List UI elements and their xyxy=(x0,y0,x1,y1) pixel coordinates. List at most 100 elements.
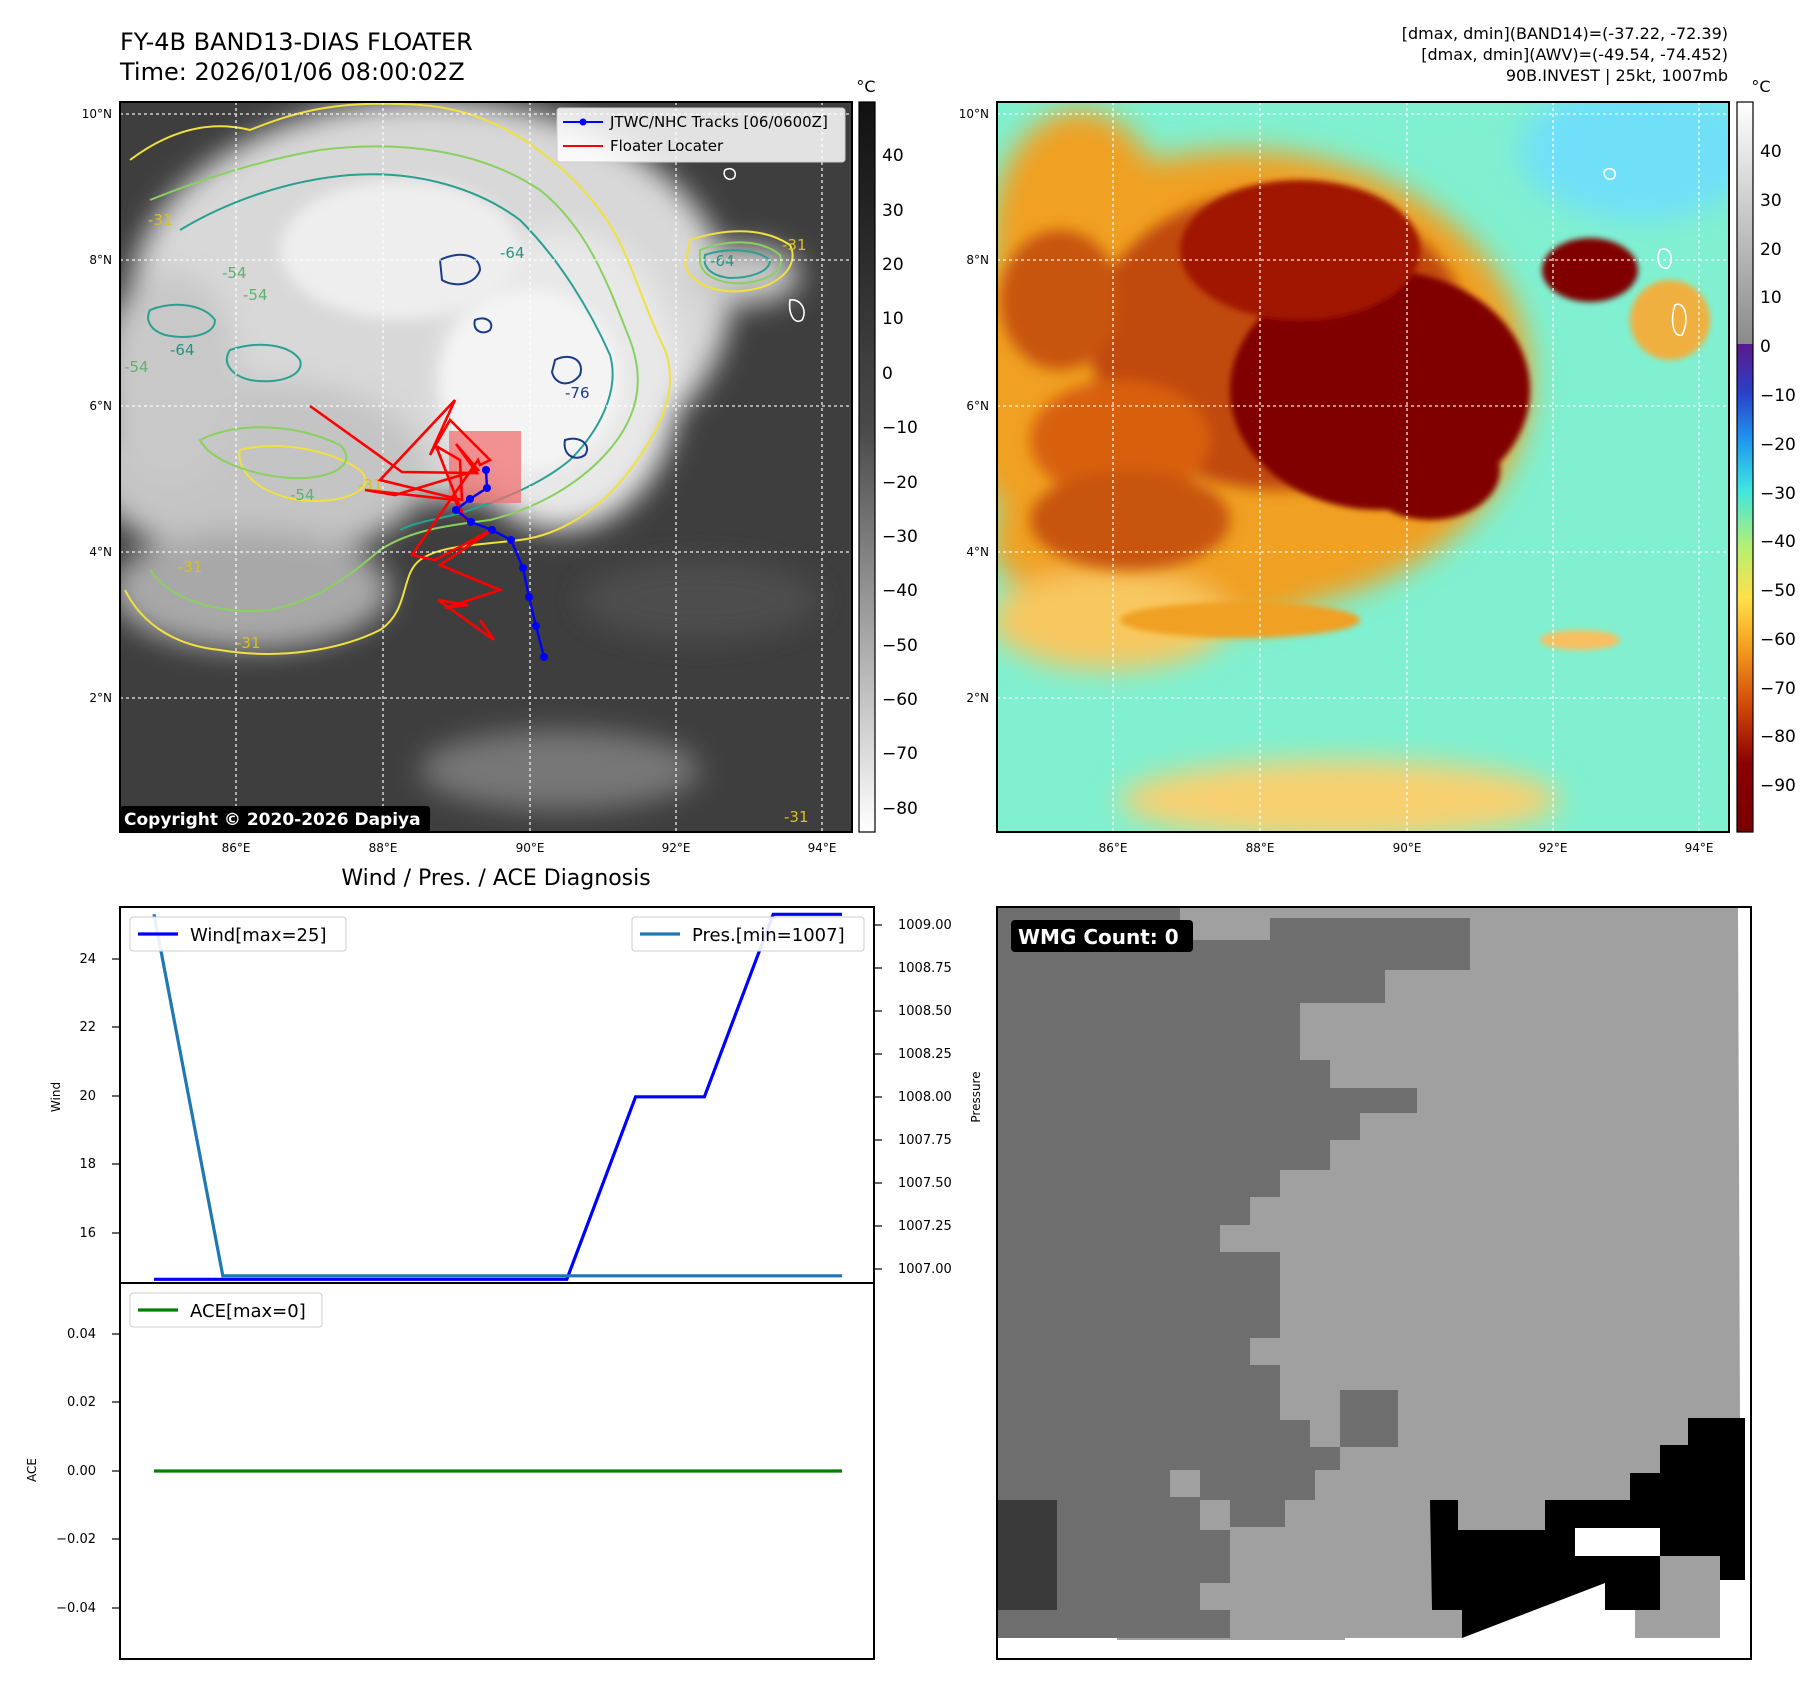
pressure-axis-label: Pressure xyxy=(969,1071,983,1122)
ace-tick: 0.00 xyxy=(67,1464,96,1479)
colorbar-tick: 30 xyxy=(1760,191,1782,211)
lon-tick: 92°E xyxy=(662,841,691,855)
pressure-tick: 1007.00 xyxy=(898,1262,952,1277)
colorbar-tick: −20 xyxy=(882,473,918,493)
lon-tick: 86°E xyxy=(1099,841,1128,855)
lon-tick: 88°E xyxy=(1246,841,1275,855)
dmax-awv: [dmax, dmin](AWV)=(-49.54, -74.452) xyxy=(1421,45,1728,64)
copyright: Copyright © 2020-2026 Dapiya xyxy=(124,810,421,830)
jtwc-track-points xyxy=(452,466,548,661)
pressure-tick: 1009.00 xyxy=(898,918,952,933)
lat-tick: 10°N xyxy=(959,107,989,121)
colorbar-tick: −40 xyxy=(882,581,918,601)
lon-tick: 90°E xyxy=(516,841,545,855)
wind-tick: 22 xyxy=(79,1020,96,1035)
pressure-tick: 1007.75 xyxy=(898,1133,952,1148)
contour-label: -76 xyxy=(565,384,590,402)
contour-label: -54 xyxy=(290,486,315,504)
lon-tick: 94°E xyxy=(1685,841,1714,855)
pressure-tick: 1008.25 xyxy=(898,1047,952,1062)
time-label: Time: 2026/01/06 08:00:02Z xyxy=(119,58,465,86)
pressure-tick: 1007.50 xyxy=(898,1176,952,1191)
ace-tick: 0.02 xyxy=(67,1395,96,1410)
colorbar-tick: −80 xyxy=(1760,727,1796,747)
colorbar-unit: °C xyxy=(1751,77,1770,96)
invest-info: 90B.INVEST | 25kt, 1007mb xyxy=(1506,66,1728,85)
band13-colorbar: °C 40 30 20 10 0 −10 −20 −30 −40 −50 −60… xyxy=(856,77,918,833)
wind-tick: 18 xyxy=(79,1157,96,1172)
colorbar-tick: 0 xyxy=(882,364,893,384)
contour-label: -31 xyxy=(236,634,261,652)
wind-axis-label: Wind xyxy=(49,1082,63,1112)
colorbar-tick: 20 xyxy=(882,255,904,275)
legend-tracks: JTWC/NHC Tracks [06/0600Z] xyxy=(609,113,828,131)
band13-map: -31 -54 -64 -54 -64 -54 -31 -76 -54 -31 … xyxy=(119,101,853,833)
colorbar-tick: −20 xyxy=(1760,435,1796,455)
colorbar-tick: −60 xyxy=(1760,630,1796,650)
wind-pressure-panel: Wind Pressure 24 22 20 18 16 1009.00 100… xyxy=(49,906,983,1284)
dmax-band14: [dmax, dmin](BAND14)=(-37.22, -72.39) xyxy=(1402,24,1728,43)
contour-label: -31 xyxy=(148,211,173,229)
pressure-tick: 1008.75 xyxy=(898,961,952,976)
colorbar-tick: 30 xyxy=(882,201,904,221)
contour-label: -64 xyxy=(710,252,735,270)
lat-tick: 6°N xyxy=(966,399,989,413)
diagnosis-title: Wind / Pres. / ACE Diagnosis xyxy=(341,866,650,891)
contour-label: -54 xyxy=(243,286,268,304)
lon-tick: 92°E xyxy=(1539,841,1568,855)
contour-label: -64 xyxy=(500,244,525,262)
colorbar-tick: 10 xyxy=(882,309,904,329)
ace-tick: 0.04 xyxy=(67,1327,96,1342)
lon-tick: 90°E xyxy=(1393,841,1422,855)
wind-tick: 16 xyxy=(79,1226,96,1241)
lat-tick: 2°N xyxy=(89,691,112,705)
wmg-white-region xyxy=(997,1528,1745,1659)
colorbar-tick: −30 xyxy=(882,527,918,547)
contour-label: -31 xyxy=(782,236,807,254)
contour-label: -54 xyxy=(124,358,149,376)
colorbar-tick: −30 xyxy=(1760,484,1796,504)
wmg-count-label: WMG Count: 0 xyxy=(1018,925,1179,949)
pressure-tick: 1008.00 xyxy=(898,1090,952,1105)
colorbar-tick: −70 xyxy=(882,744,918,764)
colorbar-unit: °C xyxy=(856,77,875,96)
lon-tick: 88°E xyxy=(369,841,398,855)
wind-legend-label: Wind[max=25] xyxy=(190,925,327,946)
pressure-series-line xyxy=(152,913,842,1278)
contour-warm xyxy=(723,167,805,322)
band13-legend: JTWC/NHC Tracks [06/0600Z] Floater Locat… xyxy=(556,107,846,163)
colorbar-tick: −90 xyxy=(1760,776,1796,796)
lat-tick: 8°N xyxy=(89,253,112,267)
floater-locater-track xyxy=(309,399,504,642)
contour-label: -31 xyxy=(784,808,809,826)
contour-label: -31 xyxy=(178,558,203,576)
pressure-tick: 1008.50 xyxy=(898,1004,952,1019)
colorbar-tick: −70 xyxy=(1760,679,1796,699)
wind-tick: 20 xyxy=(79,1089,96,1104)
pressure-legend: Pres.[min=1007] xyxy=(631,916,865,952)
lat-tick: 2°N xyxy=(966,691,989,705)
lat-tick: 6°N xyxy=(89,399,112,413)
ace-legend: ACE[max=0] xyxy=(129,1292,323,1328)
contour-54 xyxy=(149,145,782,612)
awv-colorbar: °C 40 30 20 10 0 −10 −20 −30 −40 −50 −60… xyxy=(1736,77,1796,833)
colorbar-tick: −10 xyxy=(882,418,918,438)
lon-tick: 94°E xyxy=(808,841,837,855)
colorbar-tick: 40 xyxy=(882,146,904,166)
lon-tick: 86°E xyxy=(222,841,251,855)
figure-title: FY-4B BAND13-DIAS FLOATER xyxy=(120,28,473,56)
contour-label: -54 xyxy=(222,264,247,282)
lat-tick: 10°N xyxy=(82,107,112,121)
wind-series-line xyxy=(154,912,842,1281)
colorbar-tick: −50 xyxy=(1760,581,1796,601)
contour-label: -31 xyxy=(358,476,383,494)
lat-tick: 8°N xyxy=(966,253,989,267)
wind-legend: Wind[max=25] xyxy=(129,916,347,952)
ace-legend-label: ACE[max=0] xyxy=(190,1301,306,1322)
ace-tick: −0.04 xyxy=(56,1601,96,1616)
lat-tick: 4°N xyxy=(89,545,112,559)
colorbar-tick: −10 xyxy=(1760,386,1796,406)
wmg-panel: WMG Count: 0 xyxy=(996,906,1752,1660)
colorbar-tick: 10 xyxy=(1760,288,1782,308)
